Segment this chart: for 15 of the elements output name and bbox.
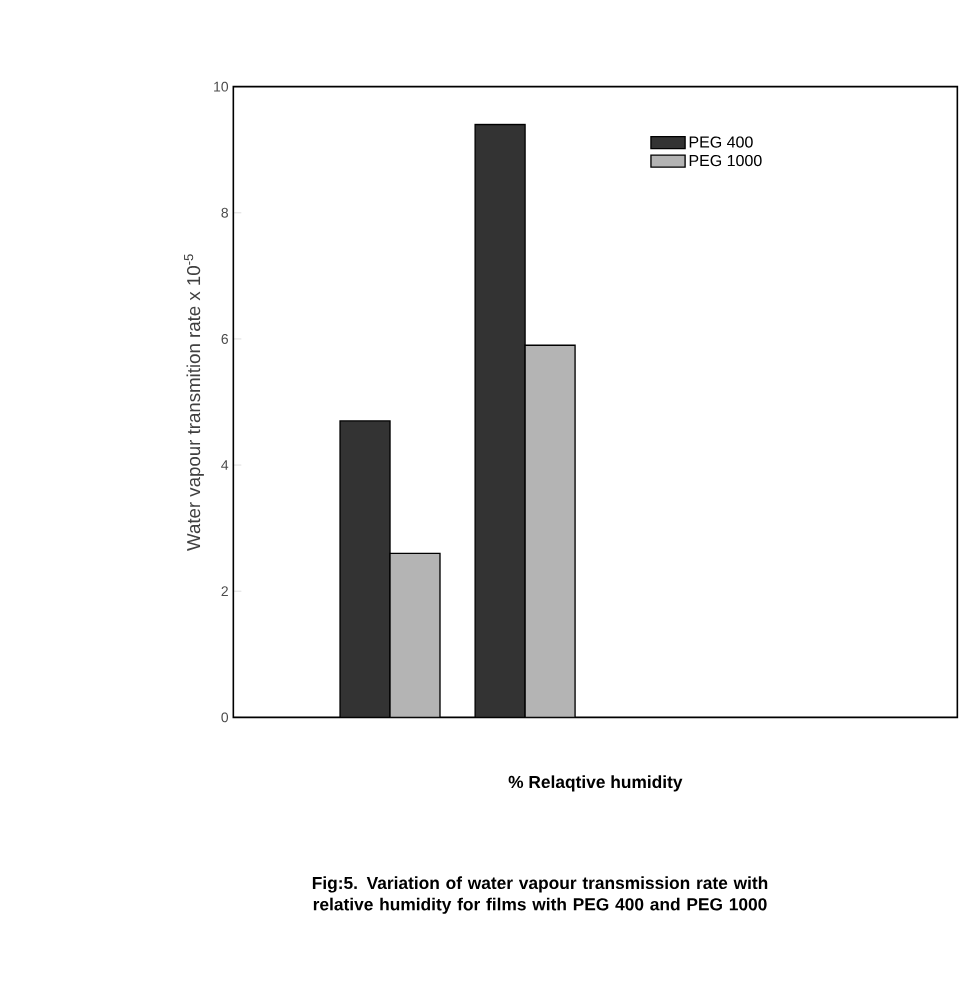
y-tick-label: 6 <box>221 333 229 344</box>
legend-label: PEG 400 <box>689 136 753 148</box>
legend-label: PEG 1000 <box>689 154 762 167</box>
y-tick-label: 8 <box>221 207 229 218</box>
y-tick-label: 10 <box>214 81 229 92</box>
bar <box>524 344 576 718</box>
bar <box>339 420 391 718</box>
bar <box>389 552 441 718</box>
x-axis-title: % Relaqtive humidity <box>508 775 683 792</box>
y-tick-label: 4 <box>221 460 229 470</box>
y-tick-label: 0 <box>221 712 229 723</box>
y-tick-label: 2 <box>221 586 228 597</box>
bar <box>474 123 526 718</box>
y-axis-title: Water vapour transmition rate x 10$^{-5}$ <box>184 254 204 551</box>
text: Fig:5. Variation of water vapour transmission rate with relative humidity for films with PEG 400 and PEG 1000 <box>312 876 768 914</box>
